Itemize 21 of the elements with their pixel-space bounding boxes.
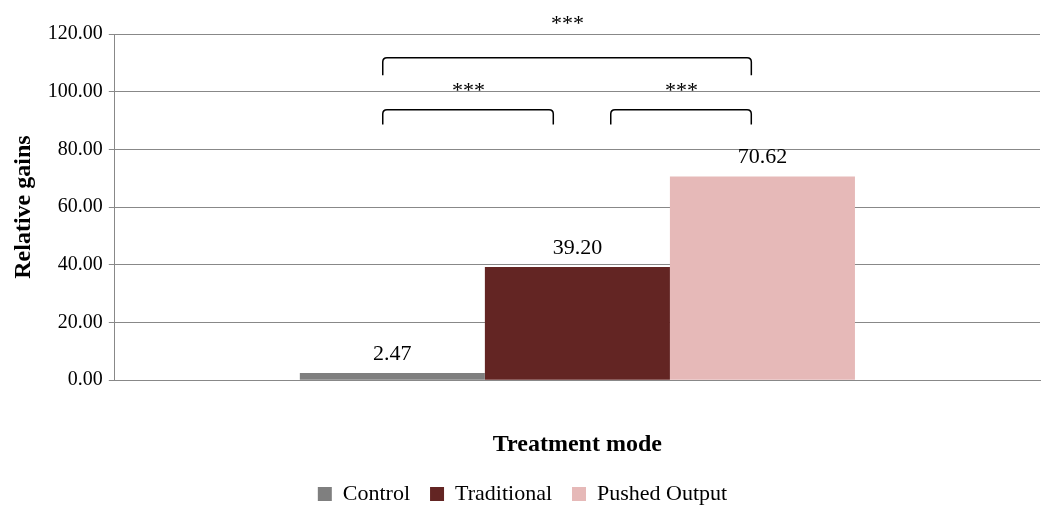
bar	[299, 373, 485, 380]
annotation: ***	[664, 77, 698, 102]
annotation: ***	[451, 77, 485, 102]
y-tick-label: 120.00	[47, 21, 103, 44]
y-tick-label: 40.00	[57, 252, 103, 275]
x-axis-title: Treatment mode	[492, 429, 663, 456]
data-label: 70.62	[737, 143, 788, 169]
annotation: ***	[550, 10, 584, 35]
y-tick-label: 80.00	[57, 136, 103, 159]
y-tick-label: 0.00	[67, 367, 103, 390]
legend-label: Pushed Output	[597, 479, 728, 505]
y-tick-label: 20.00	[57, 309, 103, 332]
bar	[484, 267, 670, 380]
y-axis-title: Relative gains	[8, 135, 35, 279]
legend-label: Control	[342, 479, 411, 505]
y-tick-label: 60.00	[57, 194, 103, 217]
data-label: 2.47	[373, 339, 412, 365]
y-tick-label: 100.00	[47, 78, 103, 101]
bar	[669, 176, 855, 380]
legend-label: Traditional	[455, 479, 553, 505]
data-label: 39.20	[552, 233, 603, 259]
